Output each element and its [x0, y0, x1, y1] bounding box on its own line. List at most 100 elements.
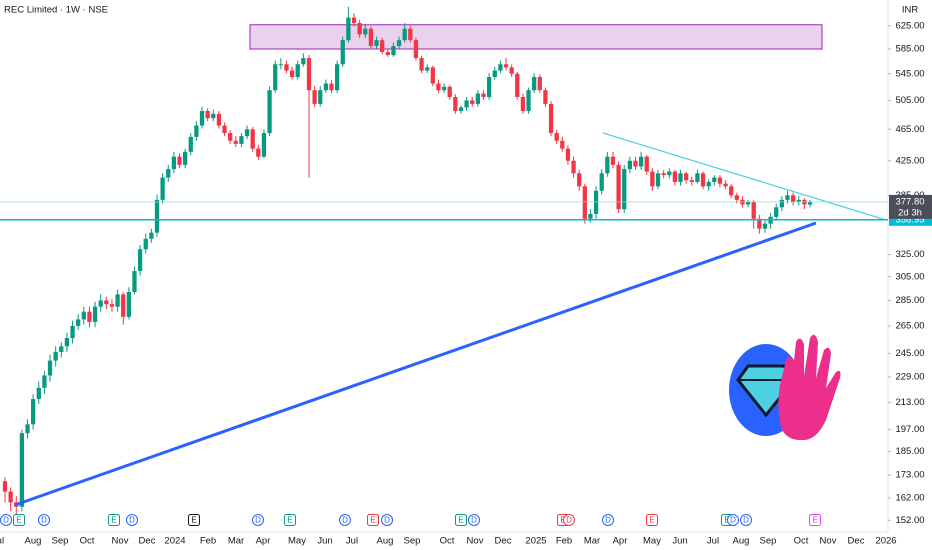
- x-tick-label: Jul: [0, 536, 4, 547]
- candle-body: [357, 23, 362, 35]
- y-tick-label: 265.00: [895, 320, 924, 331]
- candle-body: [312, 90, 317, 104]
- y-tick-label: 625.00: [895, 20, 924, 31]
- candle-body: [2, 481, 8, 492]
- event-label: D: [41, 516, 47, 525]
- price-zone: [249, 24, 823, 50]
- event-label: E: [370, 516, 375, 525]
- candle-body: [177, 156, 182, 165]
- candle-body: [757, 218, 762, 229]
- candle-body: [498, 64, 503, 71]
- x-tick-label: Aug: [25, 536, 42, 547]
- candle-body: [261, 133, 267, 157]
- event-marker: [339, 514, 351, 526]
- y-tick-label: 285.00: [895, 295, 924, 306]
- event-marker: [646, 514, 658, 526]
- candle-body: [267, 90, 272, 134]
- x-tick-label: Mar: [228, 536, 244, 547]
- event-label: D: [566, 516, 572, 525]
- y-tick-label: 173.00: [895, 470, 924, 481]
- candle-body: [661, 173, 666, 176]
- candle-body: [655, 173, 661, 187]
- event-marker: [367, 514, 379, 526]
- y-tick-label: 585.00: [895, 44, 924, 55]
- candle-body: [194, 125, 199, 137]
- candle-body: [515, 73, 520, 97]
- candle-body: [622, 169, 627, 210]
- candle-body: [222, 125, 227, 134]
- candle-body: [109, 304, 115, 307]
- y-tick-label: 545.00: [895, 68, 924, 79]
- candle-body: [492, 70, 497, 77]
- x-tick-label: Aug: [733, 536, 750, 547]
- event-marker: [252, 514, 264, 526]
- y-tick-label: 185.00: [895, 446, 924, 457]
- x-tick-label: 2026: [875, 536, 896, 547]
- candle-body: [363, 28, 368, 35]
- candle-body: [346, 17, 351, 41]
- event-label: D: [129, 516, 135, 525]
- candle-body: [503, 64, 509, 68]
- candle-body: [678, 173, 683, 182]
- candle-body: [143, 238, 148, 250]
- candle-body: [385, 52, 390, 56]
- chart-title: REC Limited · 1W · NSE: [4, 5, 108, 16]
- event-label: E: [111, 516, 116, 525]
- event-marker: [38, 514, 50, 526]
- candle-body: [149, 232, 154, 239]
- candle-body: [87, 311, 92, 322]
- event-marker: [602, 514, 614, 526]
- candle-body: [154, 199, 160, 233]
- hline-label: 358.95: [895, 214, 924, 225]
- candle-body: [774, 207, 779, 217]
- x-tick-label: Dec: [139, 536, 156, 547]
- candle-body: [644, 156, 649, 172]
- candle-body: [64, 338, 70, 347]
- x-tick-label: Jul: [346, 536, 358, 547]
- candle-body: [807, 201, 813, 205]
- candle-body: [785, 195, 790, 200]
- x-tick-label: Nov: [112, 536, 129, 547]
- candle-body: [70, 325, 75, 339]
- y-tick-label: 245.00: [895, 348, 924, 359]
- candle-body: [425, 67, 430, 71]
- candle-body: [205, 110, 210, 119]
- candle-body: [323, 83, 329, 91]
- candle-body: [577, 173, 582, 187]
- event-marker: [563, 514, 575, 526]
- event-label: E: [191, 516, 196, 525]
- event-label: D: [743, 516, 749, 525]
- candle-body: [734, 195, 739, 200]
- last-price-box: [889, 194, 932, 219]
- candle-body: [216, 113, 222, 126]
- x-tick-label: Jun: [672, 536, 687, 547]
- candle-body: [560, 140, 565, 149]
- event-marker: [108, 514, 120, 526]
- x-tick-label: Nov: [467, 536, 484, 547]
- candle-body: [717, 177, 723, 184]
- candle-body: [464, 100, 469, 108]
- y-tick-label: 152.00: [895, 515, 924, 526]
- candle-body: [543, 90, 548, 104]
- event-marker: [188, 514, 200, 526]
- candle-body: [633, 160, 638, 167]
- x-tick-label: Apr: [613, 536, 628, 547]
- candle-body: [228, 133, 233, 141]
- candle-body: [132, 271, 137, 292]
- candle-body: [396, 40, 402, 47]
- candle-body: [318, 90, 323, 104]
- y-tick-label: 162.00: [895, 493, 924, 504]
- x-tick-label: Jun: [317, 536, 332, 547]
- candle-body: [706, 181, 711, 187]
- event-marker: [126, 514, 138, 526]
- x-tick-label: May: [643, 536, 661, 547]
- countdown-label: 2d 3h: [898, 207, 922, 218]
- candle-body: [53, 351, 58, 361]
- candle-body: [588, 213, 593, 219]
- candle-body: [295, 64, 300, 77]
- candle-body: [36, 387, 41, 400]
- candle-body: [430, 67, 435, 84]
- candle-body: [351, 17, 357, 24]
- candle-body: [689, 180, 694, 182]
